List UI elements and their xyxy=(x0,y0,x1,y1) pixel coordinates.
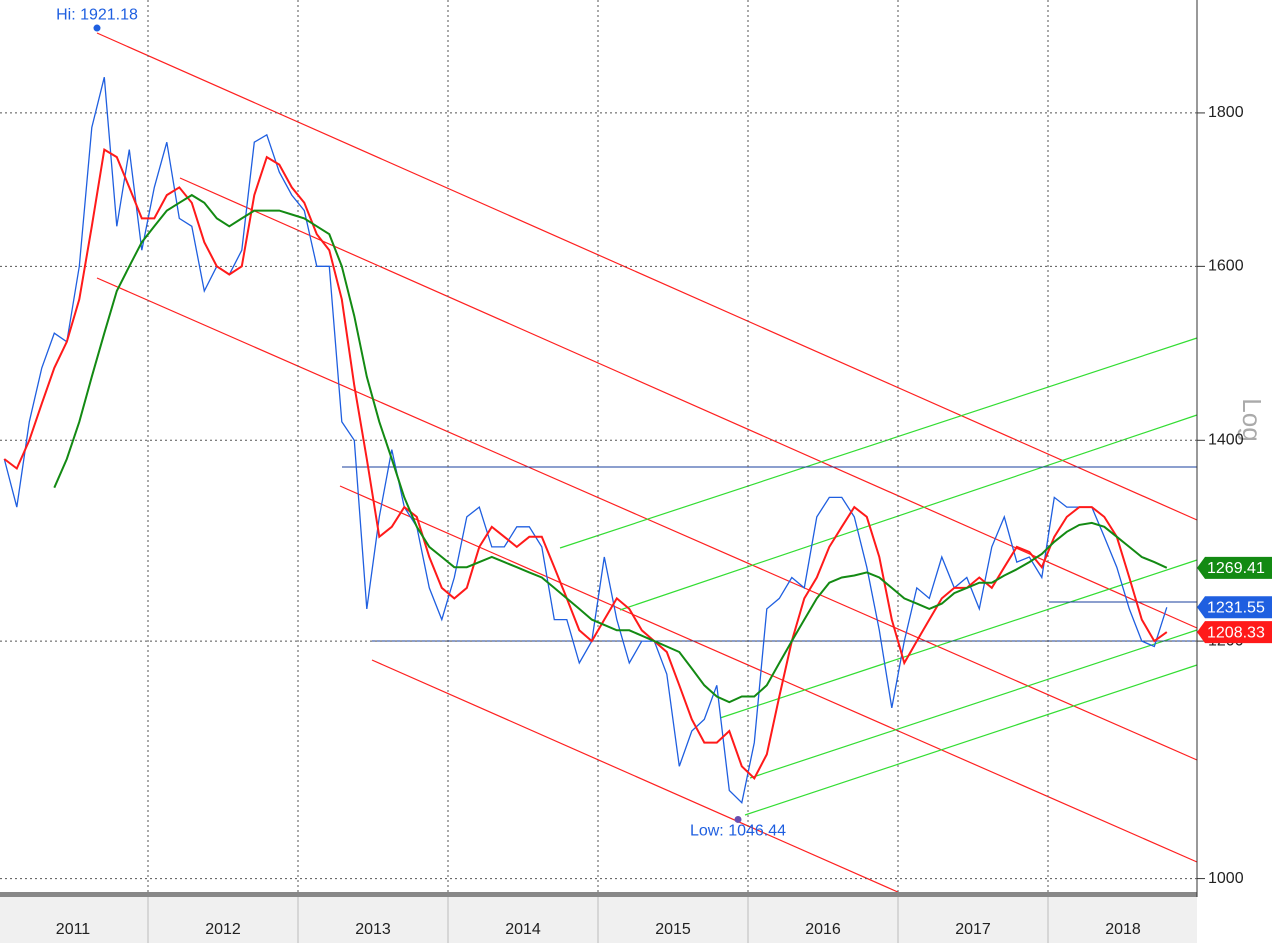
annotation-dot xyxy=(734,815,742,823)
annotation-label: Low: 1046.44 xyxy=(690,823,786,840)
series-line xyxy=(3,147,1168,780)
x-tick-label: 2017 xyxy=(955,921,991,938)
annotation-label: Hi: 1921.18 xyxy=(56,6,138,23)
y-tick-label: 1600 xyxy=(1208,258,1244,275)
level-lines xyxy=(342,466,1197,642)
x-tick-label: 2013 xyxy=(355,921,391,938)
channel-line xyxy=(744,664,1198,816)
y-tick-label: 1800 xyxy=(1208,104,1244,121)
last-value-box xyxy=(1197,556,1272,579)
channel-line xyxy=(96,32,1198,521)
last-value-label: 1231.55 xyxy=(1207,600,1265,617)
last-value-box xyxy=(1197,596,1272,619)
x-tick-label: 2011 xyxy=(56,921,91,938)
y-tick-label: 1400 xyxy=(1208,432,1244,449)
last-value-box xyxy=(1197,621,1272,644)
x-tick-label: 2012 xyxy=(205,921,241,938)
series-line xyxy=(3,77,1168,804)
annotation-dot xyxy=(93,24,101,32)
channel-line xyxy=(371,659,901,894)
x-tick-label: 2015 xyxy=(655,921,691,938)
last-value-label: 1269.41 xyxy=(1207,560,1265,577)
series-line xyxy=(53,193,1168,704)
channel-line xyxy=(749,629,1198,779)
channel-line xyxy=(719,559,1198,719)
channel-line xyxy=(339,485,1198,863)
channel-line xyxy=(179,177,1198,629)
channel-line xyxy=(619,414,1198,611)
last-value-label: 1208.33 xyxy=(1207,624,1265,641)
y-tick-label: 1000 xyxy=(1208,870,1244,887)
x-tick-label: 2014 xyxy=(505,921,541,938)
y-axis-label: Log xyxy=(1237,398,1267,441)
channel-line xyxy=(559,337,1198,549)
green-channel xyxy=(559,337,1198,816)
x-tick-label: 2016 xyxy=(805,921,841,938)
x-tick-label: 2018 xyxy=(1105,921,1141,938)
x-axis-band xyxy=(0,892,1197,897)
